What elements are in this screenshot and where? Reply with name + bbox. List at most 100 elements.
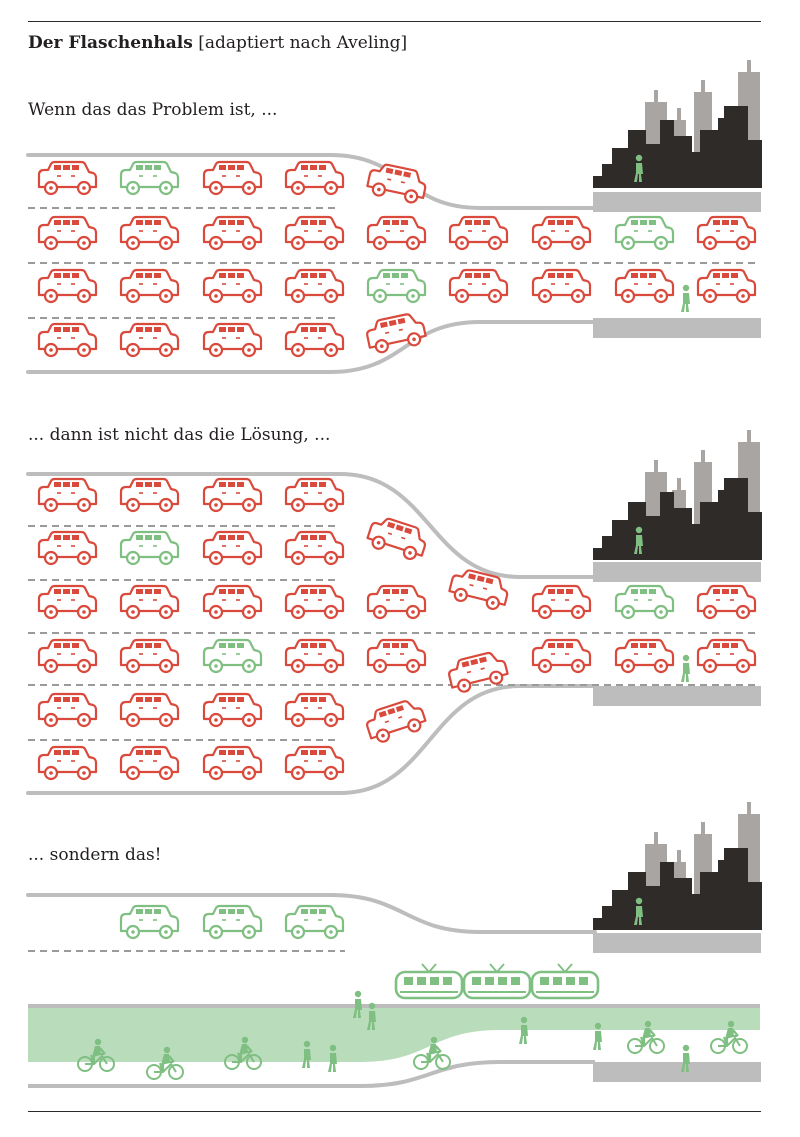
city-skyline-solution	[593, 802, 762, 930]
car-red-not-solution-14	[366, 584, 427, 620]
caption-solution: ... sondern das!	[28, 845, 162, 865]
car-red-problem-10	[366, 215, 427, 251]
car-red-not-solution-8	[202, 530, 263, 566]
cyclist-2	[146, 1046, 184, 1080]
car-red-not-solution-4	[284, 477, 345, 513]
car-green-problem-19	[366, 268, 427, 304]
car-red-not-solution-25	[531, 638, 592, 674]
road-edge-top-not-solution	[26, 472, 597, 579]
city-skyline-not-solution	[593, 430, 762, 560]
car-red-problem-9	[284, 215, 345, 251]
car-green-problem-2	[119, 160, 180, 196]
sidewalk-problem-1	[593, 192, 761, 212]
car-red-not-solution-1	[37, 477, 98, 513]
sidewalk-problem-2	[593, 318, 761, 338]
city-skyline-problem	[593, 60, 762, 188]
car-red-problem-6	[37, 215, 98, 251]
car-red-not-solution-19	[37, 638, 98, 674]
car-red-not-solution-18	[696, 584, 757, 620]
caption-not-solution: ... dann ist nicht das die Lösung, ...	[28, 425, 331, 445]
bottom-rule	[28, 1111, 761, 1112]
car-red-problem-11	[448, 215, 509, 251]
sidewalk-not-solution-2	[593, 686, 761, 706]
car-red-problem-14	[696, 215, 757, 251]
road-edge-bottom-problem	[26, 320, 597, 374]
car-red-not-solution-31	[284, 692, 345, 728]
car-red-problem-12	[531, 215, 592, 251]
car-green-solution-3	[284, 904, 345, 940]
car-red-not-solution-33	[37, 745, 98, 781]
car-red-problem-21	[531, 268, 592, 304]
car-red-not-solution-10	[37, 584, 98, 620]
car-red-not-solution-16	[531, 584, 592, 620]
car-red-problem-5	[366, 163, 427, 204]
car-red-not-solution-23	[366, 638, 427, 674]
cyclist-4	[413, 1036, 451, 1070]
title-attribution: [adaptiert nach Aveling]	[198, 33, 408, 53]
sidewalk-solution-2	[593, 1062, 761, 1082]
car-red-not-solution-5	[366, 517, 427, 561]
car-red-not-solution-26	[614, 638, 675, 674]
car-red-problem-23	[696, 268, 757, 304]
car-red-not-solution-29	[119, 692, 180, 728]
walker-corridor-5	[519, 1016, 528, 1044]
car-red-problem-28	[366, 313, 427, 354]
car-red-not-solution-24	[448, 651, 509, 693]
road-edge-bottom-not-solution	[26, 684, 597, 795]
car-red-not-solution-3	[202, 477, 263, 513]
car-red-not-solution-22	[284, 638, 345, 674]
car-red-problem-17	[202, 268, 263, 304]
walker-corridor-2	[367, 1002, 376, 1030]
cyclist-6	[710, 1020, 748, 1054]
pedestrian-not-solution-1	[634, 526, 643, 554]
car-red-problem-8	[202, 215, 263, 251]
tram-car-1	[394, 963, 464, 1000]
car-red-not-solution-36	[284, 745, 345, 781]
car-red-not-solution-2	[119, 477, 180, 513]
car-red-problem-24	[37, 322, 98, 358]
car-red-problem-20	[448, 268, 509, 304]
title-text: Der Flaschenhals	[28, 33, 193, 53]
page-title: Der Flaschenhals [adaptiert nach Aveling…	[28, 33, 407, 53]
road-edge-top-solution	[26, 893, 597, 934]
caption-problem: Wenn das das Problem ist, ...	[28, 100, 278, 120]
car-red-not-solution-12	[202, 584, 263, 620]
car-red-problem-4	[284, 160, 345, 196]
car-red-not-solution-28	[37, 692, 98, 728]
pedestrian-solution-1	[634, 897, 643, 925]
car-red-problem-18	[284, 268, 345, 304]
car-red-not-solution-6	[37, 530, 98, 566]
cyclist-3	[224, 1036, 262, 1070]
car-red-not-solution-27	[696, 638, 757, 674]
car-red-problem-7	[119, 215, 180, 251]
car-green-not-solution-21	[202, 638, 263, 674]
car-red-not-solution-30	[202, 692, 263, 728]
pedestrian-problem-2	[681, 284, 690, 312]
car-red-not-solution-11	[119, 584, 180, 620]
walker-corridor-1	[353, 990, 362, 1018]
walker-corridor-3	[302, 1040, 311, 1068]
walker-corridor-6	[593, 1022, 602, 1050]
car-green-solution-2	[202, 904, 263, 940]
car-red-problem-25	[119, 322, 180, 358]
car-red-problem-16	[119, 268, 180, 304]
car-red-not-solution-35	[202, 745, 263, 781]
pedestrian-not-solution-2	[681, 654, 690, 682]
car-red-problem-15	[37, 268, 98, 304]
pedestrian-problem-1	[634, 154, 643, 182]
walker-corridor-4	[328, 1044, 337, 1072]
green-corridor	[28, 1006, 760, 1062]
car-red-not-solution-32	[366, 700, 427, 743]
cyclist-1	[77, 1038, 115, 1072]
cyclist-5	[627, 1020, 665, 1054]
car-red-problem-27	[284, 322, 345, 358]
car-red-problem-3	[202, 160, 263, 196]
sidewalk-not-solution-1	[593, 562, 761, 582]
corridor-edge-bottom	[28, 1060, 595, 1088]
car-green-not-solution-7	[119, 530, 180, 566]
car-green-not-solution-17	[614, 584, 675, 620]
car-red-problem-26	[202, 322, 263, 358]
car-red-not-solution-9	[284, 530, 345, 566]
